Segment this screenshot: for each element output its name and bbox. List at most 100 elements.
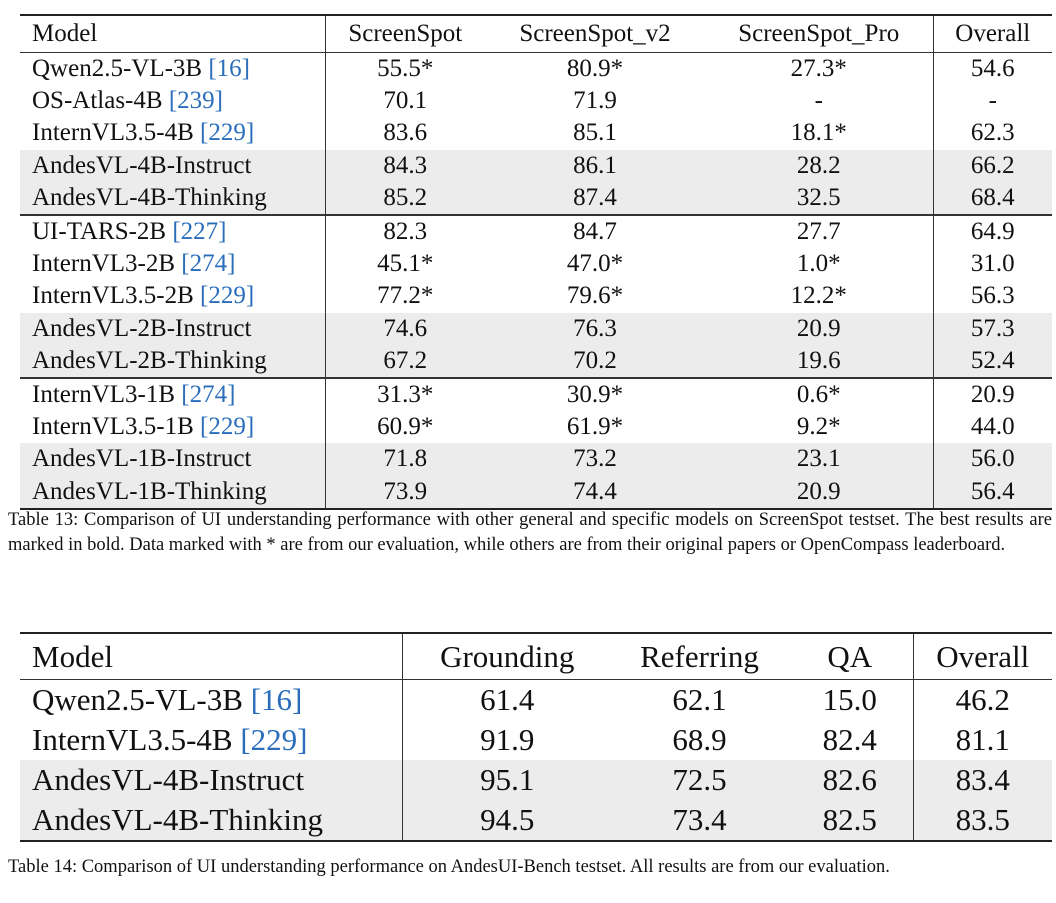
value-cell: 76.3: [485, 312, 705, 345]
value-cell: 73.4: [612, 800, 787, 841]
model-cell: InternVL3.5-4B [229]: [20, 117, 325, 149]
citation-link[interactable]: [227]: [172, 218, 227, 246]
column-header: Model: [20, 633, 402, 680]
model-cell: UI-TARS-2B [227]: [20, 215, 325, 248]
column-header: Referring: [612, 633, 787, 680]
citation-link[interactable]: [229]: [200, 119, 255, 147]
model-name: InternVL3.5-4B: [32, 722, 233, 757]
value-cell: 55.5*: [324, 52, 485, 86]
model-name: AndesVL-2B-Instruct: [32, 314, 252, 342]
model-cell: AndesVL-4B-Thinking: [20, 181, 325, 216]
header-row: Model ScreenSpot ScreenSpot_v2 ScreenSpot_P…: [20, 15, 1052, 53]
value-cell: -: [814, 87, 823, 115]
model-name: AndesVL-4B-Instruct: [32, 762, 305, 797]
model-cell: AndesVL-1B-Instruct: [20, 443, 325, 476]
table-row: OS-Atlas-4B [239] 70.1 71.9- -: [20, 85, 1052, 118]
value-cell: 60.9*: [324, 411, 485, 444]
model-cell: Qwen2.5-VL-3B [16]: [20, 53, 325, 86]
model-cell: AndesVL-4B-Instruct: [20, 149, 325, 182]
value-cell: 47.0*: [566, 250, 624, 278]
model-cell: InternVL3.5-1B [229]: [20, 411, 325, 443]
model-cell: AndesVL-4B-Instruct: [20, 760, 402, 800]
model-cell: Qwen2.5-VL-3B [16]: [20, 680, 402, 721]
table-row: InternVL3-2B [274] 45.1* 47.0* 1.0* 31.0: [20, 248, 1052, 281]
citation-link[interactable]: [229]: [240, 722, 308, 757]
value-cell: 0.6*: [796, 380, 841, 408]
value-cell: 86.1: [485, 149, 705, 182]
value-cell: 81.1: [912, 720, 1052, 760]
value-cell: 18.1*: [790, 119, 847, 147]
model-name: AndesVL-1B-Thinking: [32, 477, 267, 505]
value-cell: 27.3*: [790, 55, 847, 83]
value-cell: 80.9*: [566, 55, 624, 83]
value-cell: 68.9: [672, 722, 727, 757]
model-cell: InternVL3-2B [274]: [20, 248, 325, 280]
value-cell: 30.9*: [566, 380, 624, 408]
column-header: ScreenSpot: [324, 15, 485, 53]
value-cell: 46.2: [912, 679, 1052, 720]
table-row: InternVL3.5-4B [229] 83.6 85.1 18.1* 62.3: [20, 117, 1052, 150]
value-cell: -: [932, 85, 1052, 118]
value-cell: 19.6: [705, 344, 933, 379]
table-row: AndesVL-2B-Instruct 74.6 76.3 20.9 57.3: [20, 312, 1052, 345]
value-cell: 73.9: [324, 475, 485, 509]
value-cell: 67.2: [324, 344, 485, 379]
value-cell: 62.1: [672, 682, 727, 717]
citation-link[interactable]: [274]: [181, 380, 236, 408]
table-row: AndesVL-1B-Thinking 73.9 74.4 20.9 56.4: [20, 475, 1052, 509]
value-cell: 45.1*: [324, 248, 485, 281]
table-row: AndesVL-4B-Instruct 95.1 72.5 82.6 83.4: [20, 760, 1052, 800]
citation-link[interactable]: [274]: [181, 250, 236, 278]
model-name: AndesVL-4B-Instruct: [32, 151, 252, 179]
model-name: InternVL3.5-1B: [32, 413, 194, 441]
column-header: Model: [20, 15, 325, 53]
model-name: AndesVL-4B-Thinking: [32, 802, 324, 837]
value-cell: 56.3: [932, 280, 1052, 313]
model-cell: InternVL3.5-4B [229]: [20, 720, 402, 760]
citation-link[interactable]: [239]: [168, 87, 223, 115]
value-cell: 83.5: [912, 800, 1052, 841]
value-cell: 54.6: [932, 52, 1052, 86]
value-cell: 62.3: [932, 117, 1052, 150]
header-row: Model Grounding Referring QA Overall: [20, 633, 1052, 680]
value-cell: 82.4: [822, 722, 877, 757]
table-row: InternVL3.5-4B [229] 91.9 68.9 82.4 81.1: [20, 720, 1052, 760]
model-cell: AndesVL-1B-Thinking: [20, 475, 325, 509]
model-name: InternVL3.5-2B: [32, 282, 194, 310]
table-13-caption: Table 13: Comparison of UI understanding…: [8, 510, 1052, 555]
value-cell: 15.0: [822, 682, 877, 717]
model-cell: InternVL3-1B [274]: [20, 378, 325, 411]
value-cell: 83.4: [912, 760, 1052, 800]
value-cell: 32.5: [705, 181, 933, 216]
model-cell: InternVL3.5-2B [229]: [20, 280, 325, 312]
value-cell: 56.0: [932, 443, 1052, 476]
column-header: QA: [787, 633, 913, 680]
value-cell: 79.6*: [566, 282, 624, 310]
table-row: Qwen2.5-VL-3B [16] 61.4 62.1 15.0 46.2: [20, 679, 1052, 721]
value-cell: 57.3: [932, 312, 1052, 345]
value-cell: 91.9: [401, 720, 612, 760]
model-cell: AndesVL-2B-Thinking: [20, 344, 325, 379]
citation-link[interactable]: [229]: [200, 413, 255, 441]
table-13: Model ScreenSpot ScreenSpot_v2 ScreenSpot_P…: [20, 14, 1052, 510]
table-row: InternVL3-1B [274] 31.3* 30.9* 0.6* 20.9: [20, 377, 1052, 412]
value-cell: 82.3: [324, 214, 485, 249]
value-cell: 12.2*: [790, 282, 847, 310]
table-row: InternVL3.5-1B [229] 60.9* 61.9* 9.2* 44.0: [20, 411, 1052, 444]
value-cell: 66.2: [932, 149, 1052, 182]
model-name: InternVL3-1B: [32, 380, 176, 408]
citation-link[interactable]: [16]: [208, 55, 251, 83]
model-name: InternVL3.5-4B: [32, 119, 194, 147]
model-name: AndesVL-1B-Instruct: [32, 445, 252, 473]
model-name: UI-TARS-2B: [32, 218, 167, 246]
citation-link[interactable]: [229]: [200, 282, 255, 310]
value-cell: 52.4: [932, 344, 1052, 379]
citation-link[interactable]: [16]: [250, 682, 303, 717]
value-cell: 94.5: [401, 800, 612, 841]
column-header: ScreenSpot_v2: [485, 15, 705, 53]
value-cell: 31.3*: [324, 377, 485, 412]
table-row: AndesVL-4B-Thinking 94.5 73.4 82.5 83.5: [20, 800, 1052, 841]
column-header: Overall: [912, 633, 1052, 680]
value-cell: 83.6: [324, 117, 485, 150]
model-name: Qwen2.5-VL-3B: [32, 55, 203, 83]
